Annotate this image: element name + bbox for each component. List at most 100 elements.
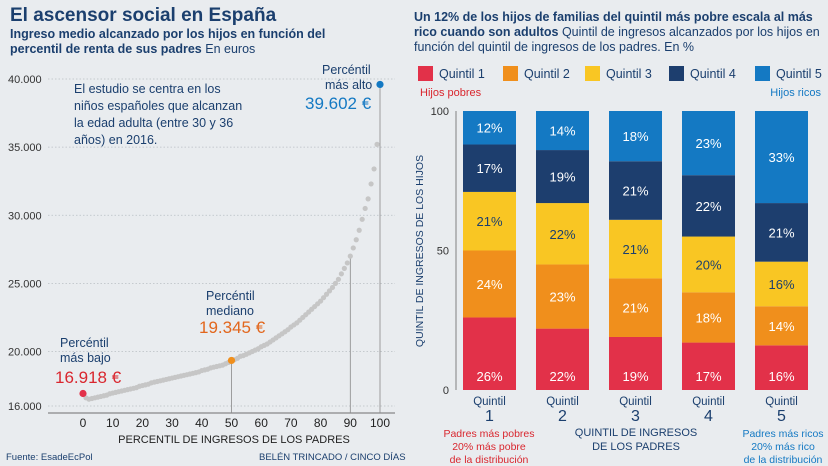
bar-value-label: 12% xyxy=(476,121,502,136)
bar-segment xyxy=(536,264,589,329)
x-tick-label: 60 xyxy=(255,416,269,430)
income-percentile-scatter: 16.000 20.000 25.000 30.000 35.000 40.000 0 10 2… xyxy=(8,63,395,446)
bar-segment xyxy=(536,150,589,204)
high-percentile-label: Percéntil xyxy=(322,63,371,77)
data-point xyxy=(326,288,333,294)
study-note-line: años) en 2016. xyxy=(74,133,157,147)
bar-value-label: 17% xyxy=(476,161,502,176)
bar-segment xyxy=(609,161,662,220)
bar-segment xyxy=(755,306,808,346)
bar-value-label: 33% xyxy=(768,150,794,165)
bar-value-label: 14% xyxy=(549,124,575,139)
data-point xyxy=(338,271,344,277)
bar-segment xyxy=(682,342,735,390)
x-category-prefix: Quintil xyxy=(473,396,506,408)
data-point xyxy=(368,181,374,187)
x-category-prefix: Quintil xyxy=(546,396,579,408)
bar-segment xyxy=(755,261,808,307)
legend-swatch xyxy=(503,66,518,81)
bar-segment xyxy=(609,111,662,162)
source-note: Fuente: EsadeEcPol xyxy=(6,452,93,463)
credit-note: BELÉN TRINCADO / CINCO DÍAS xyxy=(259,452,406,463)
bar-segment xyxy=(609,336,662,390)
highlight-point xyxy=(376,80,384,89)
study-note-line: El estudio se centra en los xyxy=(74,82,221,96)
study-note-line: la edad adulta (entre 30 y 36 xyxy=(74,116,233,130)
x-axis-title: QUINTIL DE INGRESOS xyxy=(575,427,697,439)
median-percentile-value: 19.345 € xyxy=(199,318,266,337)
left-subtitle-bold: Ingreso medio alcanzado por los hijos en… xyxy=(10,27,326,56)
data-point xyxy=(329,284,336,291)
rich-parents-note: de la distribución xyxy=(744,454,823,466)
data-point xyxy=(341,265,347,271)
data-point xyxy=(353,237,359,243)
bar-value-label: 14% xyxy=(768,319,794,334)
bar-segment xyxy=(463,317,516,390)
data-point xyxy=(365,196,371,202)
rich-parents-note: 20% más rico xyxy=(751,441,815,453)
bar-value-label: 17% xyxy=(695,369,721,384)
x-axis-title: PERCENTIL DE INGRESOS DE LOS PADRES xyxy=(118,434,350,446)
legend-swatch xyxy=(755,66,770,81)
bar-value-label: 16% xyxy=(768,369,794,384)
x-tick-label: 10 xyxy=(106,416,120,430)
y-tick-label: 35.000 xyxy=(8,142,42,154)
data-point xyxy=(374,141,380,147)
high-percentile-label: más alto xyxy=(325,78,372,92)
legend-swatch xyxy=(418,66,433,81)
data-point xyxy=(347,253,353,259)
x-category-prefix: Quintil xyxy=(692,396,725,408)
y-axis-title: QUINTIL DE INGRESOS DE LOS HIJOS xyxy=(414,155,426,347)
bar-value-label: 22% xyxy=(549,369,575,384)
y-tick-label: 25.000 xyxy=(8,278,42,290)
x-category-label: 2 xyxy=(558,408,567,425)
bar-segment xyxy=(682,292,735,343)
bar-value-label: 21% xyxy=(622,184,648,199)
poor-parents-note: Padres más pobres xyxy=(443,428,534,440)
right-chart-title: Un 12% de los hijos de familias del quin… xyxy=(414,10,824,55)
bar-segment xyxy=(609,219,662,279)
bar-value-label: 19% xyxy=(549,170,575,185)
data-point xyxy=(335,276,342,282)
legend-swatch xyxy=(669,66,684,81)
x-category-prefix: Quintil xyxy=(619,396,652,408)
bar-value-label: 18% xyxy=(622,129,648,144)
data-point xyxy=(318,298,324,304)
x-category-label: 5 xyxy=(777,408,786,425)
bar-segment xyxy=(536,203,589,265)
bar-segment xyxy=(755,345,808,390)
bar-segment xyxy=(682,175,735,237)
data-point xyxy=(320,295,327,301)
x-tick-label: 20 xyxy=(136,416,150,430)
y-tick-label: 50 xyxy=(437,246,449,258)
data-point xyxy=(362,205,368,212)
rich-children-hint: Hijos ricos xyxy=(770,87,821,99)
bar-value-label: 24% xyxy=(476,277,502,292)
x-tick-label: 90 xyxy=(344,416,358,430)
highlight-point xyxy=(227,356,236,365)
bar-segment xyxy=(755,111,808,204)
bar-value-label: 20% xyxy=(695,257,721,272)
poor-children-hint: Hijos pobres xyxy=(420,87,482,99)
bar-value-label: 16% xyxy=(768,277,794,292)
right-title-rest: Quintil de ingresos alcanzados por los h… xyxy=(414,25,820,54)
bar-value-label: 23% xyxy=(695,136,721,151)
y-tick-label: 20.000 xyxy=(8,347,42,359)
rich-parents-note: Padres más ricos xyxy=(742,428,823,440)
data-point xyxy=(344,260,350,266)
low-percentile-value: 16.918 € xyxy=(55,368,122,387)
bar-value-label: 21% xyxy=(622,301,648,316)
y-tick-label: 100 xyxy=(431,106,449,118)
data-point xyxy=(359,216,365,222)
bar-value-label: 21% xyxy=(622,242,648,257)
bar-segment xyxy=(463,111,516,145)
x-tick-label: 40 xyxy=(195,416,209,430)
x-category-label: 1 xyxy=(485,408,494,425)
data-point xyxy=(356,227,362,233)
legend-swatch xyxy=(585,66,600,81)
legend-label: Quintil 2 xyxy=(524,67,570,81)
bar-segment xyxy=(536,328,589,390)
low-percentile-label: Percéntil xyxy=(60,336,109,350)
x-tick-label: 80 xyxy=(314,416,328,430)
